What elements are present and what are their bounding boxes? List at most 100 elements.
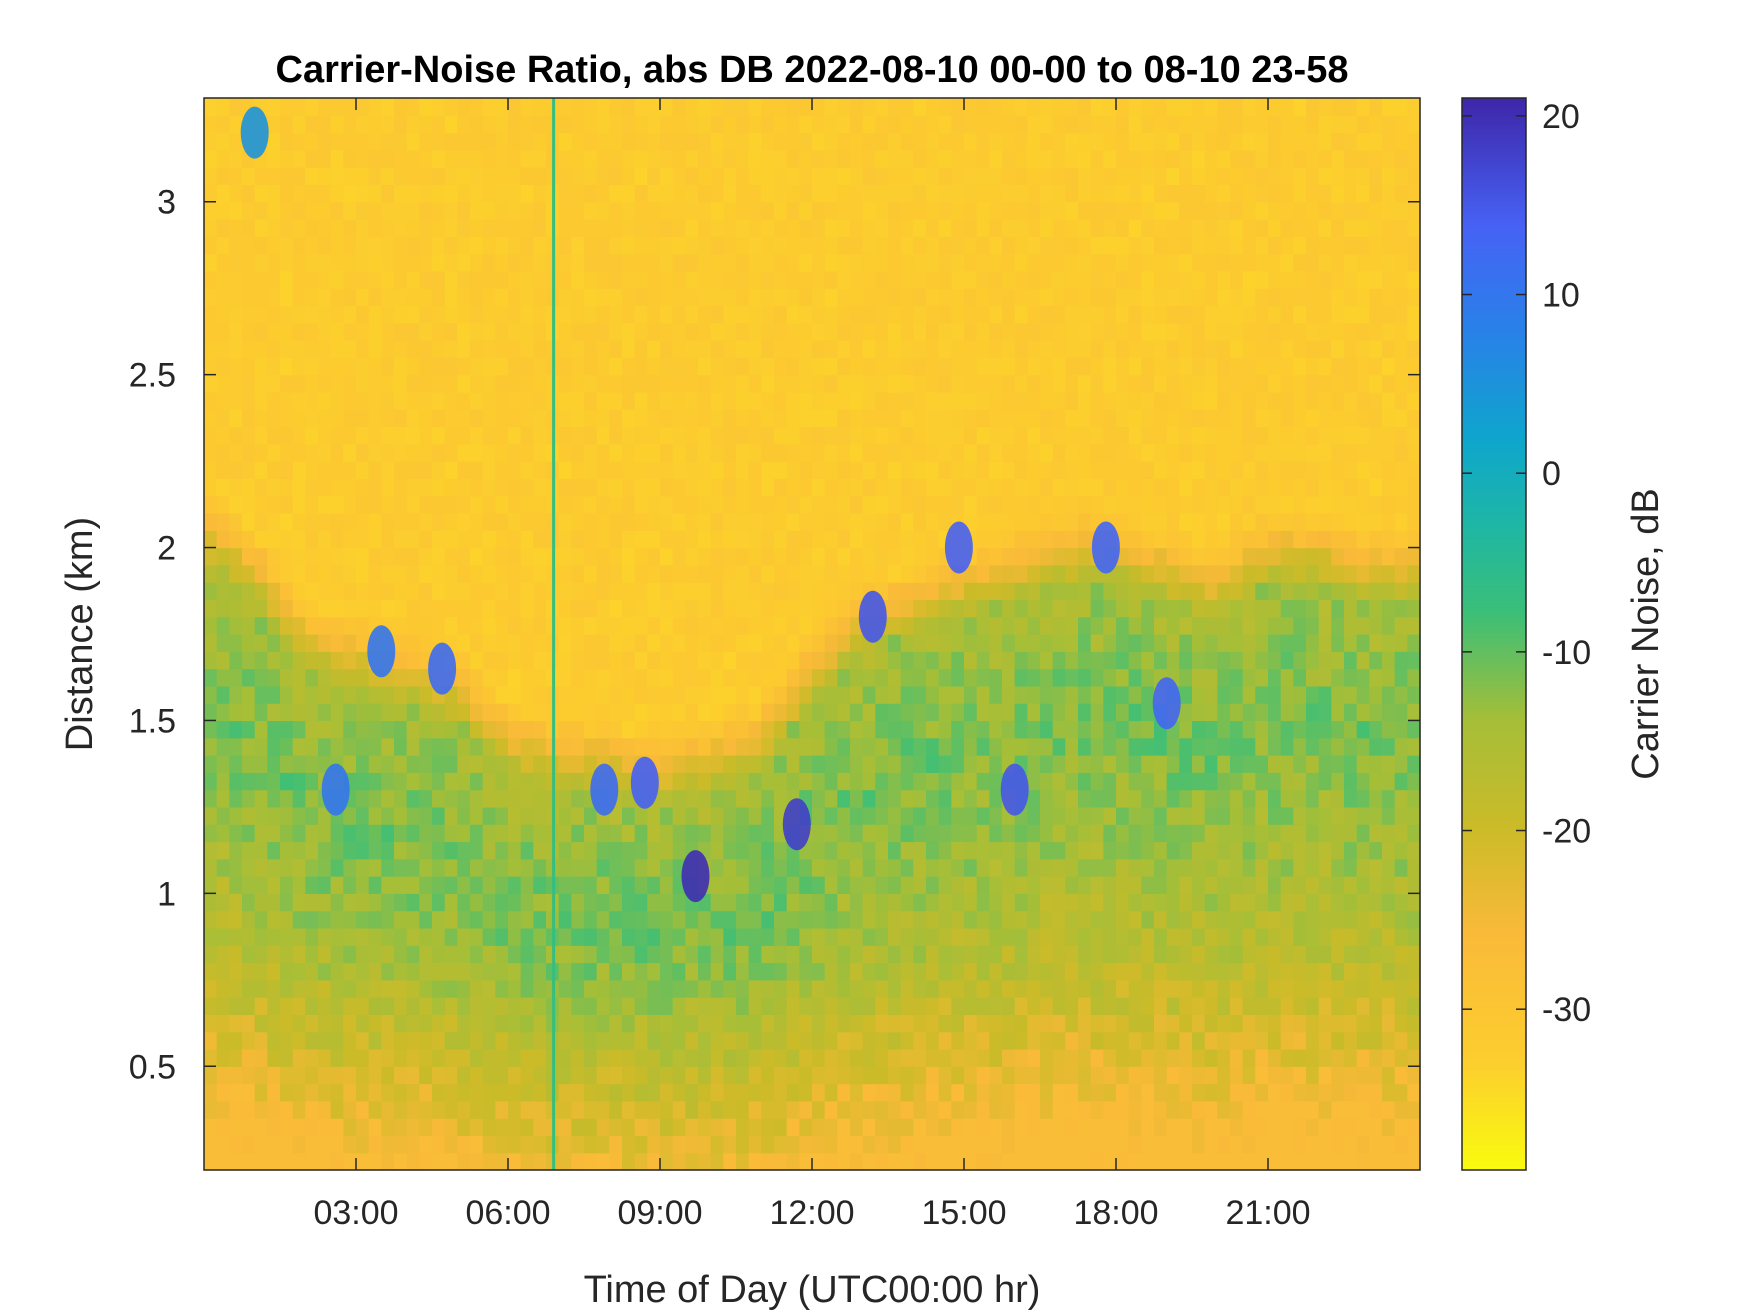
heatmap-cell (1154, 1066, 1168, 1085)
heatmap-cell (786, 201, 800, 220)
heatmap-cell (1002, 547, 1016, 566)
heatmap-cell (533, 634, 547, 652)
heatmap-cell (1192, 945, 1206, 964)
heatmap-cell (672, 997, 686, 1015)
heatmap-cell (799, 703, 813, 722)
heatmap-cell (672, 1100, 686, 1119)
heatmap-cell (368, 772, 382, 791)
heatmap-cell (1128, 426, 1142, 445)
heatmap-cell (229, 962, 243, 981)
heatmap-cell (850, 997, 864, 1015)
heatmap-cell (1052, 616, 1066, 635)
heatmap-cell (1014, 685, 1028, 704)
heatmap-cell (609, 374, 623, 393)
heatmap-cell (913, 599, 927, 618)
heatmap-cell (1166, 149, 1180, 168)
heatmap-cell (1065, 409, 1079, 428)
heatmap-cell (520, 668, 534, 687)
heatmap-cell (470, 634, 484, 652)
heatmap-cell (584, 858, 598, 877)
heatmap-cell (900, 634, 914, 652)
heatmap-cell (1103, 253, 1117, 272)
heatmap-cell (1128, 599, 1142, 618)
heatmap-cell (913, 461, 927, 479)
heatmap-cell (242, 409, 256, 428)
heatmap-cell (900, 1066, 914, 1085)
heatmap-cell (229, 530, 243, 549)
heatmap-cell (280, 219, 294, 237)
heatmap-cell (482, 772, 496, 791)
heatmap-cell (305, 443, 319, 462)
heatmap-cell (229, 409, 243, 428)
heatmap-cell (799, 547, 813, 566)
heatmap-cell (850, 270, 864, 289)
heatmap-cell (786, 305, 800, 324)
heatmap-cell (482, 530, 496, 549)
heatmap-cell (216, 305, 230, 324)
heatmap-cell (875, 443, 889, 462)
heatmap-cell (254, 391, 268, 410)
heatmap-cell (280, 132, 294, 151)
heatmap-cell (875, 841, 889, 860)
heatmap-cell (1217, 772, 1231, 791)
heatmap-cell (419, 426, 433, 445)
heatmap-cell (368, 720, 382, 739)
heatmap-cell (1014, 1100, 1028, 1119)
heatmap-cell (1002, 634, 1016, 652)
heatmap-cell (229, 1135, 243, 1154)
heatmap-cell (520, 253, 534, 272)
heatmap-cell (571, 772, 585, 791)
heatmap-cell (710, 910, 724, 929)
heatmap-cell (622, 703, 636, 722)
heatmap-cell (1116, 737, 1130, 756)
heatmap-cell (419, 253, 433, 272)
heatmap-cell (926, 547, 940, 566)
heatmap-cell (1027, 651, 1041, 670)
heatmap-cell (837, 184, 851, 203)
heatmap-cell (571, 547, 585, 566)
heatmap-cell (267, 1048, 281, 1067)
heatmap-cell (926, 737, 940, 756)
heatmap-cell (432, 1100, 446, 1119)
heatmap-cell (1204, 789, 1218, 808)
heatmap-cell (1179, 1031, 1193, 1050)
heatmap-cell (951, 236, 965, 255)
heatmap-cell (242, 789, 256, 808)
heatmap-cell (938, 927, 952, 946)
heatmap-cell (824, 149, 838, 168)
heatmap-cell (1204, 340, 1218, 358)
heatmap-cell (280, 599, 294, 618)
heatmap-cell (647, 893, 661, 912)
heatmap-cell (1002, 495, 1016, 514)
heatmap-cell (812, 910, 826, 929)
heatmap-cell (520, 132, 534, 151)
heatmap-cell (799, 737, 813, 756)
heatmap-cell (862, 910, 876, 929)
heatmap-cell (1027, 98, 1041, 116)
heatmap-cell (1128, 564, 1142, 583)
heatmap-cell (343, 374, 357, 393)
heatmap-cell (723, 927, 737, 946)
heatmap-cell (267, 841, 281, 860)
heatmap-cell (495, 945, 509, 964)
heatmap-cell (470, 651, 484, 670)
heatmap-cell (634, 461, 648, 479)
heatmap-cell (584, 219, 598, 237)
heatmap-cell (571, 132, 585, 151)
heatmap-cell (1052, 703, 1066, 722)
heatmap-cell (862, 115, 876, 134)
heatmap-cell (938, 945, 952, 964)
heatmap-cell (913, 651, 927, 670)
heatmap-cell (242, 167, 256, 186)
heatmap-cell (862, 322, 876, 341)
heatmap-cell (786, 703, 800, 722)
heatmap-cell (444, 288, 458, 307)
heatmap-cell (1204, 1100, 1218, 1119)
heatmap-cell (926, 997, 940, 1015)
heatmap-cell (1090, 737, 1104, 756)
heatmap-cell (495, 582, 509, 601)
heatmap-cell (634, 132, 648, 151)
heatmap-cell (406, 443, 420, 462)
heatmap-cell (204, 927, 218, 946)
heatmap-cell (1103, 443, 1117, 462)
